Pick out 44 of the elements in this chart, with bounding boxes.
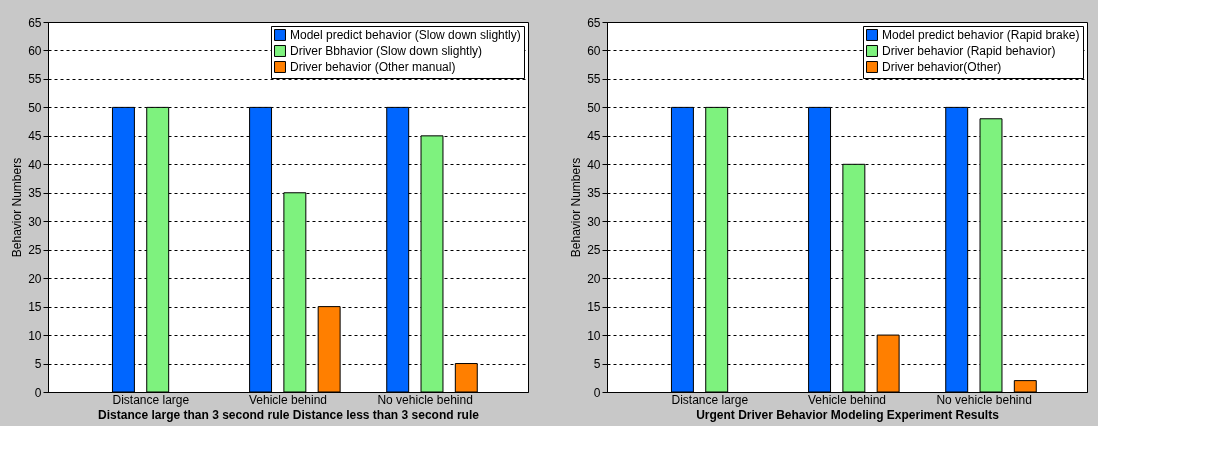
x-tick-label: Vehicle behind xyxy=(807,392,887,407)
y-tick-label: 20 xyxy=(28,271,42,286)
legend-label: Model predict behavior (Rapid brake) xyxy=(882,28,1080,42)
y-tick-label: 5 xyxy=(34,357,42,372)
x-axis-title: Distance large than 3 second rule Distance less than 3 second rule xyxy=(98,407,480,422)
y-tick-label: 35 xyxy=(28,186,42,201)
x-tick-label: Distance large xyxy=(112,392,190,407)
y-tick-label: 30 xyxy=(587,214,601,229)
legend-label: Driver Bbhavior (Slow down slightly) xyxy=(290,44,483,58)
legend-label: Driver behavior (Other manual) xyxy=(290,60,456,74)
y-tick-label: 35 xyxy=(587,186,601,201)
y-tick-label: 40 xyxy=(28,157,42,172)
y-tick-label: 25 xyxy=(587,243,601,258)
y-tick-label: 45 xyxy=(28,129,42,144)
y-tick-label: 60 xyxy=(28,43,42,58)
y-tick-label: 65 xyxy=(587,15,601,30)
legend-label: Model predict behavior (Slow down slightly) xyxy=(290,28,521,42)
y-tick-label: 20 xyxy=(587,271,601,286)
y-axis-title: Behavior Numbers xyxy=(10,157,25,258)
y-tick-label: 45 xyxy=(587,129,601,144)
y-tick-label: 0 xyxy=(593,385,601,400)
y-tick-label: 10 xyxy=(587,328,601,343)
y-tick-label: 25 xyxy=(28,243,42,258)
x-tick-label: Vehicle behind xyxy=(248,392,328,407)
y-tick-label: 55 xyxy=(28,72,42,87)
y-tick-label: 60 xyxy=(587,43,601,58)
y-tick-label: 40 xyxy=(587,157,601,172)
y-tick-label: 50 xyxy=(587,100,601,115)
y-tick-label: 55 xyxy=(587,72,601,87)
y-tick-label: 0 xyxy=(34,385,42,400)
y-tick-label: 10 xyxy=(28,328,42,343)
legend-label: Driver behavior (Rapid behavior) xyxy=(882,44,1056,58)
x-tick-label: No vehicle behind xyxy=(936,392,1032,407)
y-tick-label: 30 xyxy=(28,214,42,229)
y-tick-label: 15 xyxy=(587,300,601,315)
x-tick-label: No vehicle behind xyxy=(377,392,473,407)
legend-label: Driver behavior(Other) xyxy=(882,60,1002,74)
x-axis-title: Urgent Driver Behavior Modeling Experiment Results xyxy=(696,407,1000,422)
y-tick-label: 5 xyxy=(593,357,601,372)
y-tick-label: 15 xyxy=(28,300,42,315)
x-tick-label: Distance large xyxy=(671,392,749,407)
y-tick-label: 65 xyxy=(28,15,42,30)
y-tick-label: 50 xyxy=(28,100,42,115)
y-axis-title: Behavior Numbers xyxy=(569,157,584,258)
